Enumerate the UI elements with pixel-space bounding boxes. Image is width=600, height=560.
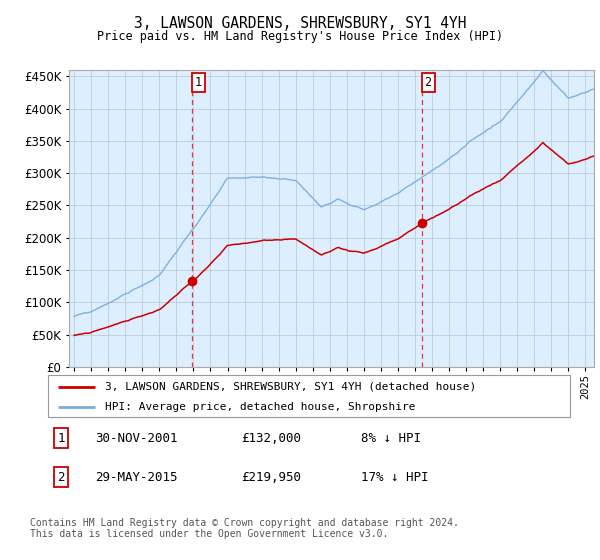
Text: 29-MAY-2015: 29-MAY-2015 xyxy=(95,471,178,484)
Text: £132,000: £132,000 xyxy=(241,432,301,445)
Text: HPI: Average price, detached house, Shropshire: HPI: Average price, detached house, Shro… xyxy=(106,402,416,412)
Text: 8% ↓ HPI: 8% ↓ HPI xyxy=(361,432,421,445)
FancyBboxPatch shape xyxy=(48,375,570,417)
Text: 2: 2 xyxy=(425,76,431,89)
Text: 2: 2 xyxy=(58,471,65,484)
Text: 1: 1 xyxy=(58,432,65,445)
Text: 3, LAWSON GARDENS, SHREWSBURY, SY1 4YH: 3, LAWSON GARDENS, SHREWSBURY, SY1 4YH xyxy=(134,16,466,31)
Text: 3, LAWSON GARDENS, SHREWSBURY, SY1 4YH (detached house): 3, LAWSON GARDENS, SHREWSBURY, SY1 4YH (… xyxy=(106,382,476,392)
Text: £219,950: £219,950 xyxy=(241,471,301,484)
Text: 17% ↓ HPI: 17% ↓ HPI xyxy=(361,471,428,484)
Text: Price paid vs. HM Land Registry's House Price Index (HPI): Price paid vs. HM Land Registry's House … xyxy=(97,30,503,43)
Text: 30-NOV-2001: 30-NOV-2001 xyxy=(95,432,178,445)
Text: Contains HM Land Registry data © Crown copyright and database right 2024.: Contains HM Land Registry data © Crown c… xyxy=(30,518,459,528)
Text: 1: 1 xyxy=(194,76,202,89)
Text: This data is licensed under the Open Government Licence v3.0.: This data is licensed under the Open Gov… xyxy=(30,529,388,539)
